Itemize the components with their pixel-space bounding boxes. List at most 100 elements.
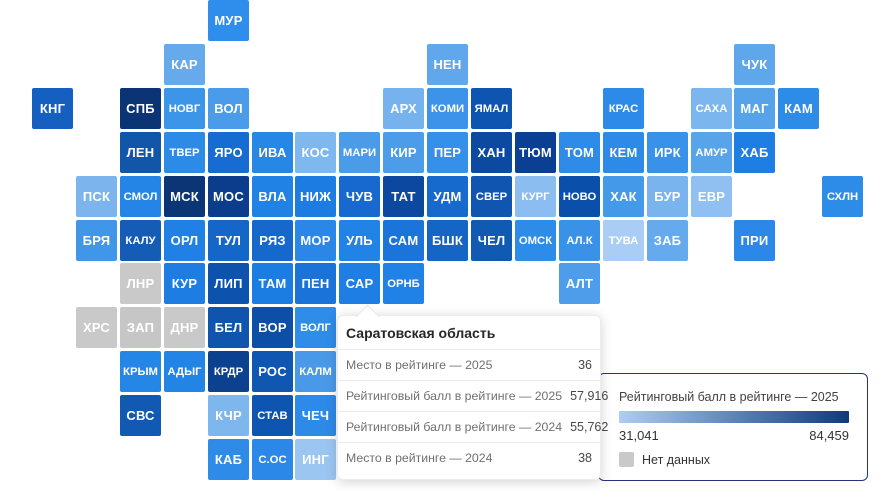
map-tile-ТЮМ[interactable]: ТЮМ [515, 132, 556, 173]
map-tile-КУР[interactable]: КУР [164, 263, 205, 304]
map-tile-ЗАП[interactable]: ЗАП [120, 307, 161, 348]
map-tile-ПСК[interactable]: ПСК [76, 176, 117, 217]
map-tile-ВОР[interactable]: ВОР [252, 307, 293, 348]
map-tile-КАЛМ[interactable]: КАЛМ [295, 351, 336, 392]
map-tile-КЕМ[interactable]: КЕМ [603, 132, 644, 173]
map-tile-НОВГ[interactable]: НОВГ [164, 88, 205, 129]
map-tile-ХАК[interactable]: ХАК [603, 176, 644, 217]
map-tile-ХРС[interactable]: ХРС [76, 307, 117, 348]
map-tile-ТУЛ[interactable]: ТУЛ [208, 220, 249, 261]
map-tile-БРЯ[interactable]: БРЯ [76, 220, 117, 261]
map-tile-РЯЗ[interactable]: РЯЗ [252, 220, 293, 261]
map-tile-КУРГ[interactable]: КУРГ [515, 176, 556, 217]
map-tile-СВЕР[interactable]: СВЕР [471, 176, 512, 217]
map-tile-ИРК[interactable]: ИРК [647, 132, 688, 173]
map-tile-САХА[interactable]: САХА [691, 88, 732, 129]
map-tile-ХАБ[interactable]: ХАБ [734, 132, 775, 173]
map-tile-КОМИ[interactable]: КОМИ [427, 88, 468, 129]
map-tile-ЛЕН[interactable]: ЛЕН [120, 132, 161, 173]
map-tile-АДЫГ[interactable]: АДЫГ [164, 351, 205, 392]
map-tile-АЛ.К[interactable]: АЛ.К [559, 220, 600, 261]
map-tile-ТАМ[interactable]: ТАМ [252, 263, 293, 304]
map-tile-ИВА[interactable]: ИВА [252, 132, 293, 173]
map-tile-КАМ[interactable]: КАМ [778, 88, 819, 129]
map-tile-МАГ[interactable]: МАГ [734, 88, 775, 129]
map-tile-ДНР[interactable]: ДНР [164, 307, 205, 348]
map-tile-СХЛН[interactable]: СХЛН [822, 176, 863, 217]
map-tile-ЗАБ[interactable]: ЗАБ [647, 220, 688, 261]
map-tile-ВОЛ[interactable]: ВОЛ [208, 88, 249, 129]
map-tile-КРЫМ[interactable]: КРЫМ [120, 351, 161, 392]
tooltip-row-value: 57,916 [570, 389, 609, 403]
legend-nodata-row: Нет данных [619, 452, 847, 467]
tooltip-row: Рейтинговый балл в рейтинге — 2024 55,762 [338, 411, 608, 442]
map-tile-ХАН[interactable]: ХАН [471, 132, 512, 173]
map-tile-ЕВР[interactable]: ЕВР [691, 176, 732, 217]
map-tile-КАБ[interactable]: КАБ [208, 439, 249, 480]
region-tooltip: Саратовская область Место в рейтинге — 2… [337, 304, 608, 480]
map-tile-МСК[interactable]: МСК [164, 176, 205, 217]
legend-title: Рейтинговый балл в рейтинге — 2025 [619, 390, 839, 404]
map-tile-НЕН[interactable]: НЕН [427, 44, 468, 85]
map-tile-ВЛА[interactable]: ВЛА [252, 176, 293, 217]
map-tile-ОРЛ[interactable]: ОРЛ [164, 220, 205, 261]
map-tile-МОР[interactable]: МОР [295, 220, 336, 261]
map-tile-КЧР[interactable]: КЧР [208, 395, 249, 436]
map-tile-ТУВА[interactable]: ТУВА [603, 220, 644, 261]
map-tile-МОС[interactable]: МОС [208, 176, 249, 217]
map-tile-КНГ[interactable]: КНГ [32, 88, 73, 129]
map-tile-СТАВ[interactable]: СТАВ [252, 395, 293, 436]
map-tile-САМ[interactable]: САМ [383, 220, 424, 261]
tooltip-rows: Место в рейтинге — 2025 36 Рейтинговый бал… [338, 349, 608, 473]
map-tile-СВС[interactable]: СВС [120, 395, 161, 436]
tooltip-region-title: Саратовская область [346, 325, 496, 341]
map-tile-ЯМАЛ[interactable]: ЯМАЛ [471, 88, 512, 129]
map-tile-ЧУВ[interactable]: ЧУВ [339, 176, 380, 217]
map-tile-КОС[interactable]: КОС [295, 132, 336, 173]
map-tile-УДМ[interactable]: УДМ [427, 176, 468, 217]
map-tile-СМОЛ[interactable]: СМОЛ [120, 176, 161, 217]
map-tile-КИР[interactable]: КИР [383, 132, 424, 173]
map-tile-ЛНР[interactable]: ЛНР [120, 263, 161, 304]
map-tile-АЛТ[interactable]: АЛТ [559, 263, 600, 304]
map-tile-КРДР[interactable]: КРДР [208, 351, 249, 392]
map-tile-ТВЕР[interactable]: ТВЕР [164, 132, 205, 173]
map-tile-БШК[interactable]: БШК [427, 220, 468, 261]
map-tile-ЛИП[interactable]: ЛИП [208, 263, 249, 304]
map-tile-КРАС[interactable]: КРАС [603, 88, 644, 129]
map-tile-ОРНБ[interactable]: ОРНБ [383, 263, 424, 304]
map-tile-НИЖ[interactable]: НИЖ [295, 176, 336, 217]
map-tile-ИНГ[interactable]: ИНГ [295, 439, 336, 480]
legend-range: 31,041 84,459 [619, 428, 849, 443]
map-tile-КАЛУ[interactable]: КАЛУ [120, 220, 161, 261]
map-tile-ЧЕЧ[interactable]: ЧЕЧ [295, 395, 336, 436]
map-tile-БЕЛ[interactable]: БЕЛ [208, 307, 249, 348]
map-tile-РОС[interactable]: РОС [252, 351, 293, 392]
map-tile-ПЕР[interactable]: ПЕР [427, 132, 468, 173]
map-tile-НОВО[interactable]: НОВО [559, 176, 600, 217]
map-tile-БУР[interactable]: БУР [647, 176, 688, 217]
map-tile-СПБ[interactable]: СПБ [120, 88, 161, 129]
map-tile-С.ОС[interactable]: С.ОС [252, 439, 293, 480]
map-tile-ВОЛГ[interactable]: ВОЛГ [295, 307, 336, 348]
map-tile-ОМСК[interactable]: ОМСК [515, 220, 556, 261]
map-tile-ПЕН[interactable]: ПЕН [295, 263, 336, 304]
map-tile-КАР[interactable]: КАР [164, 44, 205, 85]
legend-card: Рейтинговый балл в рейтинге — 2025 31,04… [598, 373, 868, 481]
map-tile-ПРИ[interactable]: ПРИ [734, 220, 775, 261]
map-tile-ЧЕЛ[interactable]: ЧЕЛ [471, 220, 512, 261]
tooltip-row-value: 38 [578, 451, 592, 465]
map-tile-САР[interactable]: САР [339, 263, 380, 304]
map-tile-ТОМ[interactable]: ТОМ [559, 132, 600, 173]
map-tile-АМУР[interactable]: АМУР [691, 132, 732, 173]
tooltip-row: Место в рейтинге — 2024 38 [338, 442, 600, 473]
map-tile-АРХ[interactable]: АРХ [383, 88, 424, 129]
map-tile-МАРИ[interactable]: МАРИ [339, 132, 380, 173]
legend-max-value: 84,459 [809, 428, 849, 443]
map-tile-ЧУК[interactable]: ЧУК [734, 44, 775, 85]
map-tile-ТАТ[interactable]: ТАТ [383, 176, 424, 217]
tooltip-row: Рейтинговый балл в рейтинге — 2025 57,916 [338, 380, 608, 411]
map-tile-МУР[interactable]: МУР [208, 0, 249, 41]
map-tile-УЛЬ[interactable]: УЛЬ [339, 220, 380, 261]
map-tile-ЯРО[interactable]: ЯРО [208, 132, 249, 173]
